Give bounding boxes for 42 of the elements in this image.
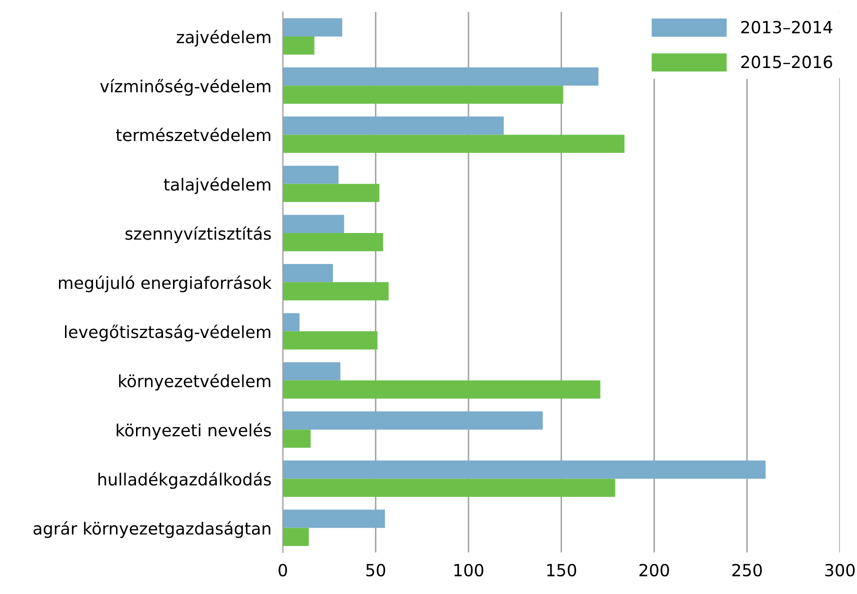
legend-label: 2015–2016 <box>741 56 832 68</box>
x-tick-label: 150 <box>547 564 576 576</box>
bar <box>282 430 311 448</box>
bar <box>282 313 300 332</box>
bar <box>282 264 333 282</box>
bar <box>282 86 564 104</box>
bar <box>282 134 624 153</box>
y-tick-label: környezetvédelem <box>119 374 270 391</box>
y-tick-label: zajvédelem <box>176 30 270 47</box>
bar <box>282 510 385 528</box>
y-tick-label: levegőtisztaság-védelem <box>65 324 270 342</box>
x-tick-label: 250 <box>732 564 762 576</box>
bar <box>282 528 309 546</box>
bar <box>282 478 616 497</box>
x-tick-label: 50 <box>366 564 386 576</box>
y-tick-label: talajvédelem <box>164 177 270 194</box>
bar <box>282 460 766 479</box>
y-tick-label: természetvédelem <box>116 128 270 142</box>
x-tick-label: 100 <box>454 564 484 576</box>
x-tick-label: 300 <box>825 564 855 576</box>
legend-label: 2013–2014 <box>741 20 832 34</box>
bar <box>282 411 543 430</box>
bar <box>282 36 314 55</box>
bar <box>282 233 384 252</box>
bar <box>282 18 342 36</box>
bar <box>282 331 378 350</box>
bar <box>282 166 339 184</box>
x-tick-label: 0 <box>278 564 288 576</box>
bar <box>282 282 389 300</box>
y-tick-label: agrár környezetgazdaságtan <box>34 521 270 538</box>
y-tick-label: megújuló energiaforrások <box>58 275 272 292</box>
y-tick-label: vízminőség-védelem <box>100 78 270 96</box>
bar <box>282 380 600 399</box>
y-tick-label: környezeti nevelés <box>116 422 271 440</box>
bar <box>282 67 598 86</box>
y-tick-label: szennyvíztisztítás <box>126 226 271 244</box>
x-tick-label: 200 <box>639 564 669 576</box>
bar <box>282 362 340 380</box>
y-tick-label: hulladékgazdálkodás <box>98 472 271 489</box>
bar <box>282 184 380 202</box>
bar <box>282 214 344 234</box>
bar <box>282 116 504 135</box>
